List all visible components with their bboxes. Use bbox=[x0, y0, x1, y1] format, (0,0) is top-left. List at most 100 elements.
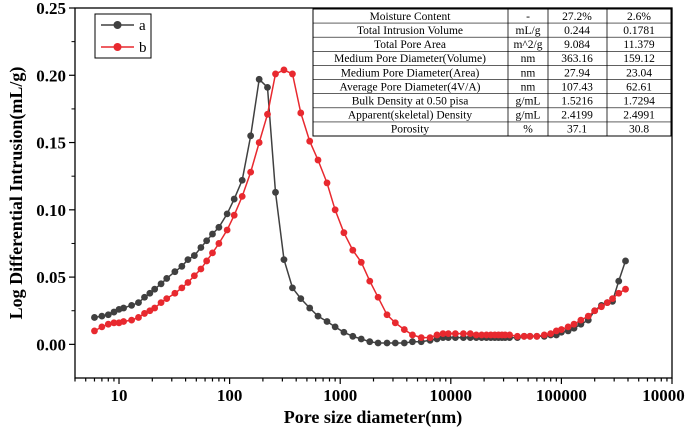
data-point-b bbox=[135, 314, 142, 321]
data-point-b bbox=[255, 139, 263, 146]
data-point-a bbox=[151, 285, 159, 293]
data-point-b bbox=[374, 293, 382, 301]
table-cell: 1.7294 bbox=[623, 95, 655, 107]
table-cell: 30.8 bbox=[629, 124, 649, 136]
table-cell: Total Intrusion Volume bbox=[357, 25, 463, 37]
table-cell: 2.4199 bbox=[561, 110, 593, 122]
data-point-b bbox=[104, 320, 112, 328]
data-point-b bbox=[91, 327, 98, 335]
y-axis-title: Log Differential Intrusion(mL/g) bbox=[6, 67, 27, 320]
data-point-b bbox=[598, 303, 605, 311]
data-point-b bbox=[272, 70, 279, 78]
data-point-a bbox=[203, 237, 211, 245]
series-layer bbox=[91, 66, 629, 347]
table-cell: 2.4991 bbox=[623, 110, 655, 122]
table-cell: 159.12 bbox=[623, 53, 655, 65]
data-point-a bbox=[209, 230, 216, 238]
table-cell: Porosity bbox=[391, 124, 430, 136]
y-tick-label: 0.15 bbox=[36, 134, 66, 153]
data-point-b bbox=[238, 192, 246, 200]
data-point-a bbox=[289, 284, 296, 292]
x-tick-label: 10 bbox=[111, 386, 128, 405]
data-point-a bbox=[157, 280, 165, 288]
x-tick-label: 1000 bbox=[323, 386, 357, 405]
data-point-a bbox=[230, 195, 238, 203]
data-point-b bbox=[383, 311, 391, 319]
data-point-a bbox=[366, 338, 374, 346]
data-point-b bbox=[460, 330, 467, 337]
table-cell: 62.61 bbox=[626, 81, 652, 93]
table-header-cell: - bbox=[526, 11, 530, 23]
data-point-a bbox=[184, 256, 192, 263]
table-header-cell: Moisture Content bbox=[370, 11, 452, 23]
data-point-b bbox=[98, 323, 106, 331]
data-point-b bbox=[577, 316, 585, 324]
data-point-a bbox=[91, 314, 98, 321]
table-header-cell: 27.2% bbox=[562, 11, 592, 23]
data-point-b bbox=[314, 156, 322, 164]
x-tick-label: 1000000 bbox=[642, 386, 685, 405]
data-point-a bbox=[331, 323, 339, 331]
data-point-b bbox=[506, 331, 513, 339]
table-cell: % bbox=[523, 124, 533, 136]
data-point-a bbox=[215, 223, 223, 231]
data-point-a bbox=[306, 304, 314, 312]
table-cell: g/mL bbox=[516, 110, 541, 122]
data-point-a bbox=[297, 295, 305, 303]
data-point-a bbox=[128, 301, 136, 309]
data-point-b bbox=[547, 330, 555, 337]
data-point-b bbox=[478, 331, 486, 339]
table-frame bbox=[312, 8, 672, 137]
table-cell: mL/g bbox=[516, 25, 541, 37]
table-cell: Apparent(skeletal) Density bbox=[348, 110, 472, 122]
data-point-b bbox=[349, 246, 357, 254]
properties-table: Moisture Content - 27.2% 2.6% Total Intrusio… bbox=[312, 8, 672, 137]
data-point-b bbox=[603, 299, 611, 307]
data-point-b bbox=[391, 319, 399, 327]
table-cell: 0.244 bbox=[564, 25, 590, 37]
table-cell: Bulk Density at 0.50 pisa bbox=[352, 95, 469, 107]
data-point-b bbox=[570, 320, 578, 328]
data-point-b bbox=[297, 109, 305, 117]
table-cell: 37.1 bbox=[567, 124, 587, 136]
table-header-cell: 2.6% bbox=[627, 11, 651, 23]
data-point-a bbox=[357, 335, 365, 343]
table-cell: 0.1781 bbox=[623, 25, 655, 37]
data-point-b bbox=[141, 310, 148, 317]
data-point-b bbox=[247, 168, 255, 176]
data-point-a bbox=[197, 244, 205, 251]
data-point-a bbox=[280, 256, 288, 263]
data-point-b bbox=[444, 330, 452, 337]
table-cell: 11.379 bbox=[623, 39, 654, 51]
data-point-b bbox=[323, 179, 331, 187]
legend-marker-b bbox=[113, 43, 122, 51]
data-point-b bbox=[533, 332, 541, 340]
legend-marker-a bbox=[113, 21, 122, 29]
y-tick-label: 0.20 bbox=[36, 66, 66, 85]
data-point-b bbox=[289, 70, 296, 78]
data-point-a bbox=[146, 289, 154, 297]
table-cell: 27.94 bbox=[564, 67, 590, 79]
table-cell: Total Pore Area bbox=[374, 39, 446, 51]
data-point-b bbox=[209, 249, 216, 257]
table-cell: 107.43 bbox=[561, 81, 593, 93]
table-cell: g/mL bbox=[516, 95, 541, 107]
data-point-a bbox=[141, 293, 148, 301]
data-point-a bbox=[135, 299, 142, 307]
data-point-b bbox=[280, 66, 288, 74]
data-point-a bbox=[409, 338, 416, 346]
data-point-a bbox=[374, 339, 382, 347]
data-point-b bbox=[151, 304, 159, 312]
data-point-b bbox=[223, 226, 231, 234]
data-point-b bbox=[451, 330, 459, 337]
data-point-a bbox=[349, 332, 357, 340]
data-point-b bbox=[190, 272, 198, 280]
data-point-b bbox=[417, 334, 425, 342]
data-point-a bbox=[391, 339, 399, 347]
data-point-b bbox=[171, 289, 179, 297]
data-point-a bbox=[615, 277, 623, 285]
data-point-a bbox=[622, 257, 629, 265]
data-point-b bbox=[520, 332, 528, 340]
table-cell: Medium Pore Diameter(Volume) bbox=[334, 53, 486, 65]
data-point-b bbox=[622, 285, 629, 293]
